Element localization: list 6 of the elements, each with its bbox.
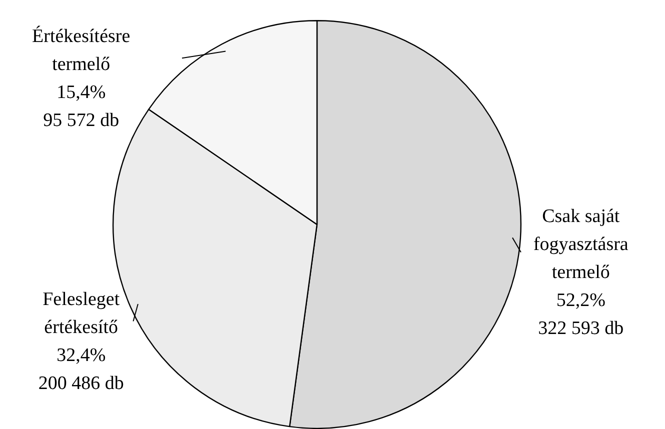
slice-label: Értékesítésre termelő [32, 25, 130, 76]
data-label: 52,2% 322 593 db [538, 290, 624, 340]
data-label: 15,4% 95 572 db [43, 82, 120, 132]
slice-label: Felesleget értékesítő [42, 289, 120, 338]
slice-label: Csak saját fogyasztásra termelő [533, 206, 629, 284]
data-label: 32,4% 200 486 db [38, 345, 124, 394]
